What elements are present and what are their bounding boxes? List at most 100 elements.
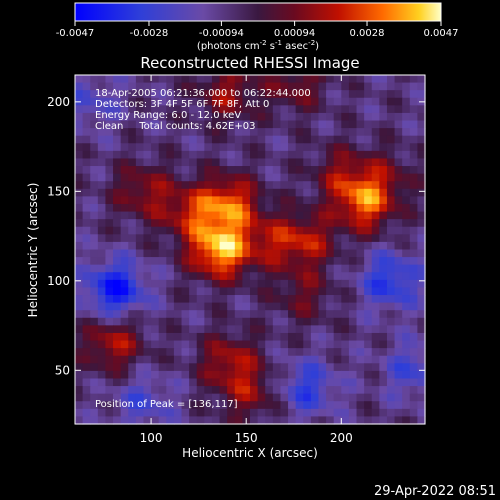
heatmap-cell [120, 181, 129, 190]
heatmap-cell [402, 287, 411, 296]
heatmap-cell [333, 226, 342, 235]
heatmap-cell [364, 226, 373, 235]
heatmap-cell [204, 332, 213, 342]
heatmap-cell [386, 181, 396, 190]
heatmap-cell [402, 325, 411, 334]
heatmap-cell [371, 196, 380, 205]
heatmap-cell [341, 173, 350, 182]
heatmap-cell [386, 173, 396, 182]
heatmap-cell [105, 370, 114, 380]
chart-title: Reconstructed RHESSI Image [140, 54, 359, 72]
heatmap-cell [402, 135, 411, 144]
heatmap-cell [82, 135, 91, 144]
heatmap-cell [257, 90, 266, 99]
heatmap-cell [120, 272, 129, 281]
heatmap-cell [97, 173, 107, 182]
heatmap-cell [394, 340, 403, 349]
heatmap-cell [158, 75, 167, 84]
heatmap-cell [242, 196, 251, 205]
heatmap-cell [386, 302, 396, 311]
heatmap-cell [417, 75, 426, 84]
heatmap-cell [409, 211, 418, 220]
heatmap-cell [97, 401, 107, 410]
heatmap-cell [120, 378, 129, 387]
heatmap-cell [196, 401, 205, 410]
heatmap-cell [151, 234, 160, 243]
heatmap-cell [143, 150, 152, 160]
heatmap-cell [417, 226, 426, 235]
heatmap-cell [135, 158, 145, 167]
heatmap-cell [394, 302, 403, 311]
heatmap-cell [113, 264, 122, 273]
heatmap-cell [135, 203, 145, 213]
heatmap-cell [333, 416, 342, 425]
heatmap-cell [250, 264, 259, 273]
heatmap-cell [166, 363, 175, 372]
heatmap-cell [82, 340, 91, 349]
heatmap-cell [371, 90, 380, 99]
heatmap-cell [333, 401, 342, 410]
heatmap-cell [173, 120, 183, 129]
heatmap-cell [211, 234, 221, 243]
heatmap-cell [318, 97, 327, 106]
heatmap-cell [196, 408, 205, 418]
heatmap-cell [250, 340, 259, 349]
heatmap-cell [356, 279, 365, 289]
heatmap-cell [348, 82, 358, 91]
heatmap-cell [181, 211, 190, 220]
heatmap-cell [310, 75, 320, 84]
heatmap-cell [189, 257, 198, 266]
heatmap-cell [166, 241, 175, 251]
heatmap-cell [295, 370, 304, 380]
heatmap-cell [82, 257, 91, 266]
heatmap-cell [379, 386, 388, 395]
heatmap-cell [371, 264, 380, 273]
heatmap-cell [318, 302, 327, 311]
heatmap-cell [364, 264, 373, 273]
heatmap-cell [295, 408, 304, 418]
heatmap-cell [371, 219, 380, 228]
heatmap-cell [257, 166, 266, 175]
heatmap-cell [227, 386, 236, 395]
heatmap-cell [364, 416, 373, 425]
heatmap-cell [82, 173, 91, 182]
heatmap-cell [113, 363, 122, 372]
heatmap-cell [90, 317, 99, 326]
heatmap-cell [265, 196, 274, 205]
heatmap-cell [143, 75, 152, 84]
heatmap-cell [371, 325, 380, 334]
heatmap-cell [402, 393, 411, 402]
heatmap-cell [250, 166, 259, 175]
heatmap-cell [394, 166, 403, 175]
heatmap-cell [196, 325, 205, 334]
heatmap-cell [417, 211, 426, 220]
heatmap-cell [402, 166, 411, 175]
heatmap-cell [379, 378, 388, 387]
heatmap-cell [166, 370, 175, 380]
heatmap-cell [348, 143, 358, 152]
heatmap-cell [310, 234, 320, 243]
heatmap-cell [234, 120, 243, 129]
heatmap-cell [272, 295, 282, 304]
heatmap-cell [310, 295, 320, 304]
heatmap-cell [173, 332, 183, 342]
heatmap-cell [288, 264, 297, 273]
heatmap-cell [409, 219, 418, 228]
heatmap-cell [113, 105, 122, 114]
heatmap-cell [82, 196, 91, 205]
heatmap-cell [348, 249, 358, 258]
heatmap-cell [318, 401, 327, 410]
heatmap-cell [394, 82, 403, 91]
heatmap-cell [113, 332, 122, 342]
heatmap-cell [326, 158, 335, 167]
heatmap-cell [135, 135, 145, 144]
heatmap-cell [265, 219, 274, 228]
heatmap-cell [326, 287, 335, 296]
heatmap-cell [326, 378, 335, 387]
heatmap-cell [371, 310, 380, 319]
heatmap-cell [371, 295, 380, 304]
heatmap-cell [265, 386, 274, 395]
heatmap-cell [303, 408, 312, 418]
heatmap-cell [341, 219, 350, 228]
heatmap-cell [211, 325, 221, 334]
